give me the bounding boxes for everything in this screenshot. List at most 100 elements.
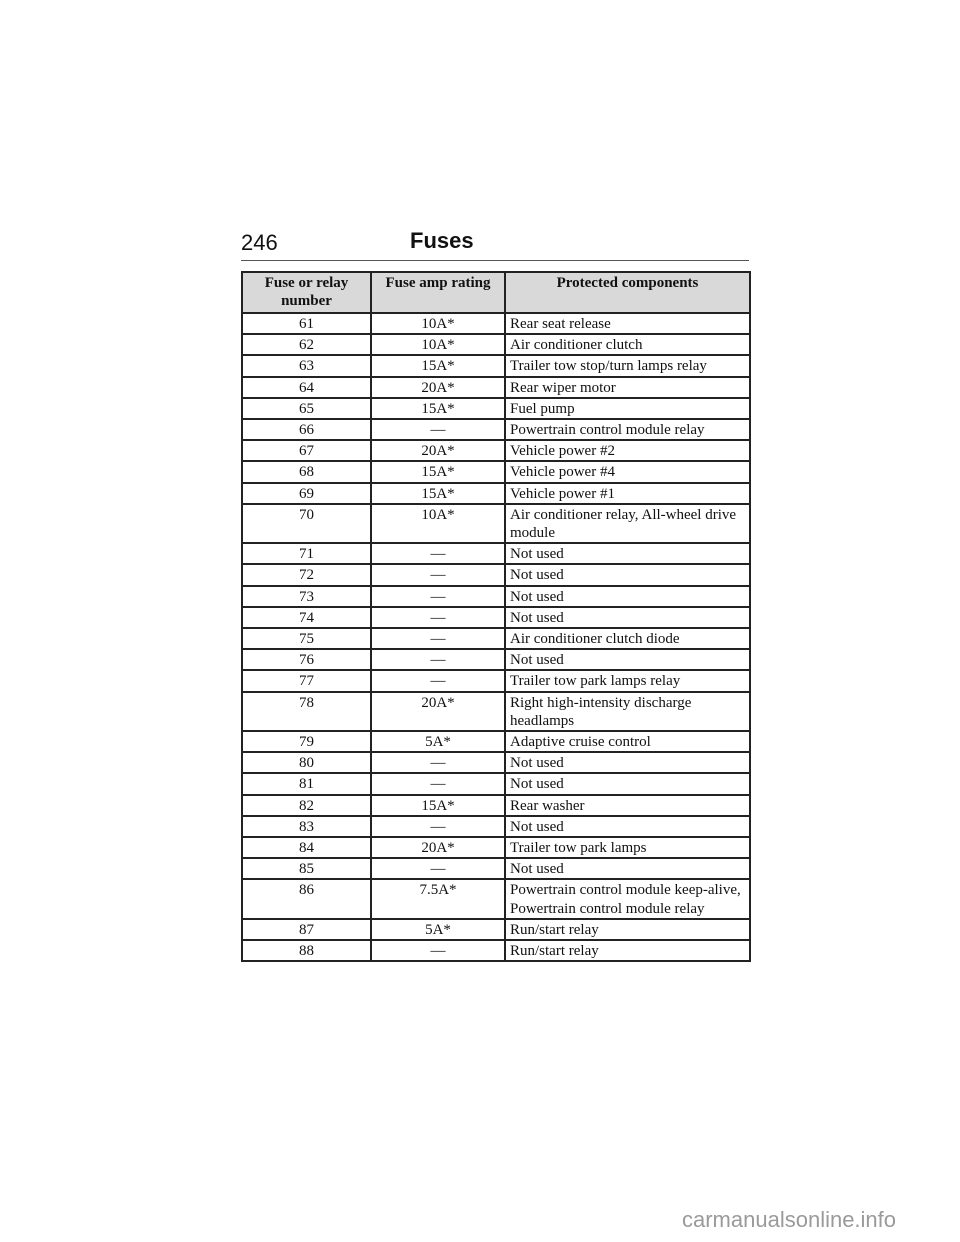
protected-components: Air conditioner relay, All-wheel drive m… xyxy=(504,502,751,545)
page-title: Fuses xyxy=(410,228,474,253)
protected-components: Rear wiper motor xyxy=(504,375,751,399)
protected-components: Not used xyxy=(504,814,751,839)
table-row: 83— Not used xyxy=(241,814,751,839)
amp-rating: 7.5A* xyxy=(370,878,506,920)
amp-rating: — xyxy=(370,542,506,566)
fuse-number: 68 xyxy=(241,460,372,484)
protected-components: Adaptive cruise control xyxy=(504,730,751,754)
protected-components: Not used xyxy=(504,857,751,881)
fuse-number: 64 xyxy=(241,375,372,399)
fuse-number: 80 xyxy=(241,751,372,775)
protected-components: Not used xyxy=(504,648,751,672)
amp-rating: 5A* xyxy=(370,730,506,754)
fuse-number: 78 xyxy=(241,690,372,733)
protected-components: Rear washer xyxy=(504,793,751,817)
fuse-number: 85 xyxy=(241,857,372,881)
fuse-number: 65 xyxy=(241,396,372,421)
table-row: 76— Not used xyxy=(241,648,751,672)
protected-components: Vehicle power #2 xyxy=(504,439,751,463)
amp-rating: — xyxy=(370,751,506,775)
fuse-number: 74 xyxy=(241,605,372,630)
fuse-number: 83 xyxy=(241,814,372,839)
amp-rating: — xyxy=(370,563,506,587)
amp-rating: 20A* xyxy=(370,690,506,733)
fuse-number: 71 xyxy=(241,542,372,566)
table-row: 80— Not used xyxy=(241,751,751,775)
protected-components: Rear seat release xyxy=(504,311,751,336)
protected-components: Right high-intensity discharge headlamps xyxy=(504,690,751,733)
amp-rating: 15A* xyxy=(370,793,506,817)
table-row: 65 15A* Fuel pump xyxy=(241,396,751,421)
fuse-number: 66 xyxy=(241,418,372,442)
header-amp-rating: Fuse amp rating xyxy=(370,271,506,314)
fuse-number: 88 xyxy=(241,939,372,963)
table-row: 86 7.5A* Powertrain control module keep-al… xyxy=(241,878,751,920)
table-row: 63 15A* Trailer tow stop/turn lamps relay xyxy=(241,354,751,378)
table-row: 84 20A* Trailer tow park lamps xyxy=(241,836,751,860)
amp-rating: 10A* xyxy=(370,333,506,357)
fuse-number: 87 xyxy=(241,917,372,942)
fuse-number: 70 xyxy=(241,502,372,545)
protected-components: Not used xyxy=(504,563,751,587)
watermark: carmanualsonline.info xyxy=(682,1207,897,1232)
table-row: 88— Run/start relay xyxy=(241,939,751,963)
amp-rating: — xyxy=(370,669,506,693)
fuse-number: 63 xyxy=(241,354,372,378)
fuse-number: 62 xyxy=(241,333,372,357)
fuse-number: 76 xyxy=(241,648,372,672)
fuse-number: 72 xyxy=(241,563,372,587)
amp-rating: — xyxy=(370,814,506,839)
protected-components: Not used xyxy=(504,605,751,630)
table-row: 73— Not used xyxy=(241,584,751,608)
table-row: 78 20A* Right high-intensity discharge hea… xyxy=(241,690,751,733)
table-row: 71— Not used xyxy=(241,542,751,566)
protected-components: Not used xyxy=(504,584,751,608)
fuse-number: 81 xyxy=(241,772,372,796)
table-row: 67 20A* Vehicle power #2 xyxy=(241,439,751,463)
table-row: 77— Trailer tow park lamps relay xyxy=(241,669,751,693)
amp-rating: — xyxy=(370,584,506,608)
protected-components: Air conditioner clutch xyxy=(504,333,751,357)
amp-rating: 10A* xyxy=(370,311,506,336)
amp-rating: 15A* xyxy=(370,481,506,505)
fuse-table: Fuse or relay number Fuse amp rating Pro… xyxy=(241,271,751,963)
amp-rating: — xyxy=(370,648,506,672)
fuse-number: 86 xyxy=(241,878,372,920)
protected-components: Fuel pump xyxy=(504,396,751,421)
protected-components: Trailer tow park lamps relay xyxy=(504,669,751,693)
table-row: 62 10A* Air conditioner clutch xyxy=(241,333,751,357)
table-row: 72— Not used xyxy=(241,563,751,587)
fuse-number: 61 xyxy=(241,311,372,336)
amp-rating: — xyxy=(370,627,506,651)
table-row: 70 10A* Air conditioner relay, All-wheel d… xyxy=(241,502,751,545)
protected-components: Run/start relay xyxy=(504,917,751,942)
amp-rating: — xyxy=(370,772,506,796)
header-rule xyxy=(241,260,749,261)
table-row: 64 20A* Rear wiper motor xyxy=(241,375,751,399)
table-row: 69 15A* Vehicle power #1 xyxy=(241,481,751,505)
amp-rating: 15A* xyxy=(370,460,506,484)
amp-rating: 10A* xyxy=(370,502,506,545)
fuse-number: 84 xyxy=(241,836,372,860)
table-row: 87 5A* Run/start relay xyxy=(241,917,751,942)
table-row: 66— Powertrain control module relay xyxy=(241,418,751,442)
fuse-number: 73 xyxy=(241,584,372,608)
protected-components: Powertrain control module relay xyxy=(504,418,751,442)
protected-components: Trailer tow park lamps xyxy=(504,836,751,860)
amp-rating: 20A* xyxy=(370,439,506,463)
amp-rating: — xyxy=(370,418,506,442)
table-row: 75— Air conditioner clutch diode xyxy=(241,627,751,651)
protected-components: Not used xyxy=(504,772,751,796)
protected-components: Air conditioner clutch diode xyxy=(504,627,751,651)
protected-components: Trailer tow stop/turn lamps relay xyxy=(504,354,751,378)
amp-rating: 15A* xyxy=(370,396,506,421)
fuse-number: 79 xyxy=(241,730,372,754)
table-row: 81— Not used xyxy=(241,772,751,796)
page-number: 246 xyxy=(241,230,278,255)
table-header-row: Fuse or relay number Fuse amp rating Pro… xyxy=(241,271,751,314)
fuse-number: 77 xyxy=(241,669,372,693)
amp-rating: 20A* xyxy=(370,836,506,860)
table-row: 68 15A* Vehicle power #4 xyxy=(241,460,751,484)
amp-rating: 20A* xyxy=(370,375,506,399)
protected-components: Powertrain control module keep-alive, Po… xyxy=(504,878,751,920)
